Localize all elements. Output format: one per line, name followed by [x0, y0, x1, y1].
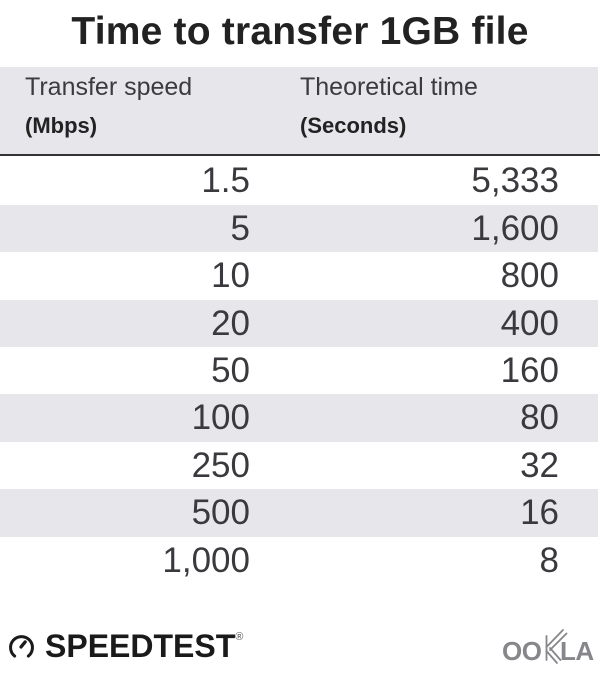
svg-text:LA: LA	[560, 636, 594, 666]
svg-text:OO: OO	[503, 636, 542, 666]
